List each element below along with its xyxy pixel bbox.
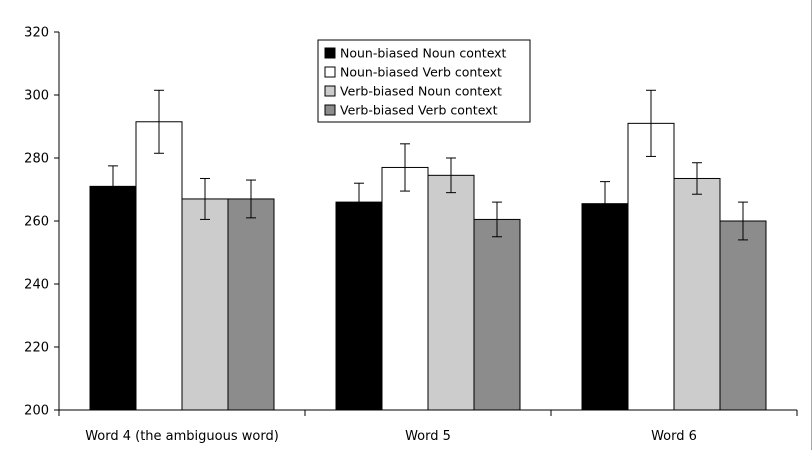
bars-layer: [89, 121, 767, 411]
x-tick-label: Word 5: [405, 429, 451, 444]
y-tick-label: 300: [24, 89, 49, 104]
bar: [335, 201, 383, 411]
legend-swatch: [324, 104, 336, 116]
bar: [673, 177, 721, 411]
bar: [89, 185, 137, 411]
axes-layer: 200 220 240 260 280 300 320 Word 4 (the ambiguo…: [24, 26, 798, 444]
legend: Noun-biased Noun context Noun-biased Verb…: [317, 39, 531, 123]
legend-swatch: [324, 47, 336, 59]
legend-label: Verb-biased Noun context: [340, 84, 502, 99]
bar: [473, 218, 521, 411]
x-tick-label: Word 4 (the ambiguous word): [85, 429, 279, 444]
x-tick-label: Word 6: [651, 429, 697, 444]
bar: [381, 166, 429, 411]
y-tick-label: 200: [24, 404, 49, 419]
y-tick-label: 260: [24, 215, 49, 230]
bar: [227, 198, 275, 411]
legend-label: Verb-biased Verb context: [340, 103, 498, 118]
legend-label: Noun-biased Noun context: [340, 46, 507, 61]
bar: [627, 122, 675, 411]
legend-label: Noun-biased Verb context: [340, 65, 502, 80]
bar: [181, 198, 229, 411]
bar: [719, 220, 767, 411]
legend-box: [317, 39, 531, 123]
y-tick-label: 320: [24, 26, 49, 41]
y-tick-label: 220: [24, 341, 49, 356]
y-tick-label: 240: [24, 278, 49, 293]
error-bars-layer: [108, 89, 748, 241]
bar: [581, 203, 629, 411]
y-tick-label: 280: [24, 152, 49, 167]
bar: [427, 174, 475, 411]
bar: [135, 121, 183, 411]
legend-swatch: [324, 66, 336, 78]
legend-swatch: [324, 85, 336, 97]
